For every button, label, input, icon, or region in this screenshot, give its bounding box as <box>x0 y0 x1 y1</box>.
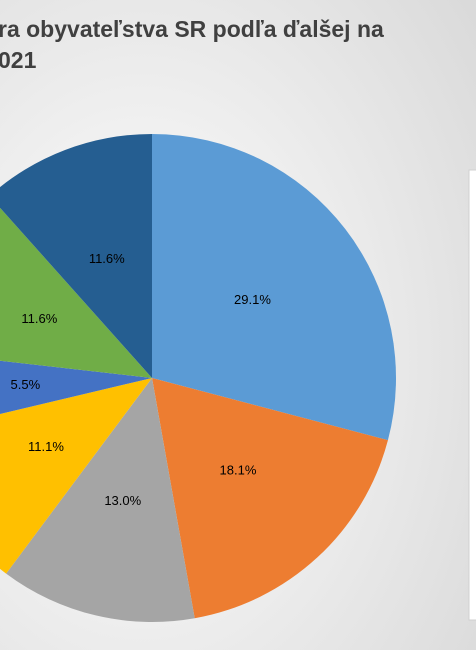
pie-slice <box>6 378 195 622</box>
pie-slice <box>0 207 152 378</box>
pie-slice <box>0 378 152 574</box>
data-label: 11.6% <box>21 311 57 326</box>
legend-box <box>468 169 476 621</box>
pie: 29.1% 18.1% 13.0% 11.1% 5.5% 11.6% 11.6% <box>0 134 396 622</box>
pie-slice <box>0 360 152 414</box>
data-label: 11.1% <box>28 439 64 454</box>
data-label: 13.0% <box>104 493 141 508</box>
pie-slice <box>0 134 152 378</box>
pie-slice <box>152 134 396 441</box>
pie-slice <box>152 378 388 619</box>
data-label: 29.1% <box>234 292 271 307</box>
chart-title: ra obyvateľstva SR podľa ďalšej na <box>0 16 384 42</box>
chart-title: 021 <box>0 47 37 73</box>
data-label: 5.5% <box>11 377 41 392</box>
data-label: 18.1% <box>220 463 257 478</box>
data-label: 11.6% <box>89 251 125 266</box>
